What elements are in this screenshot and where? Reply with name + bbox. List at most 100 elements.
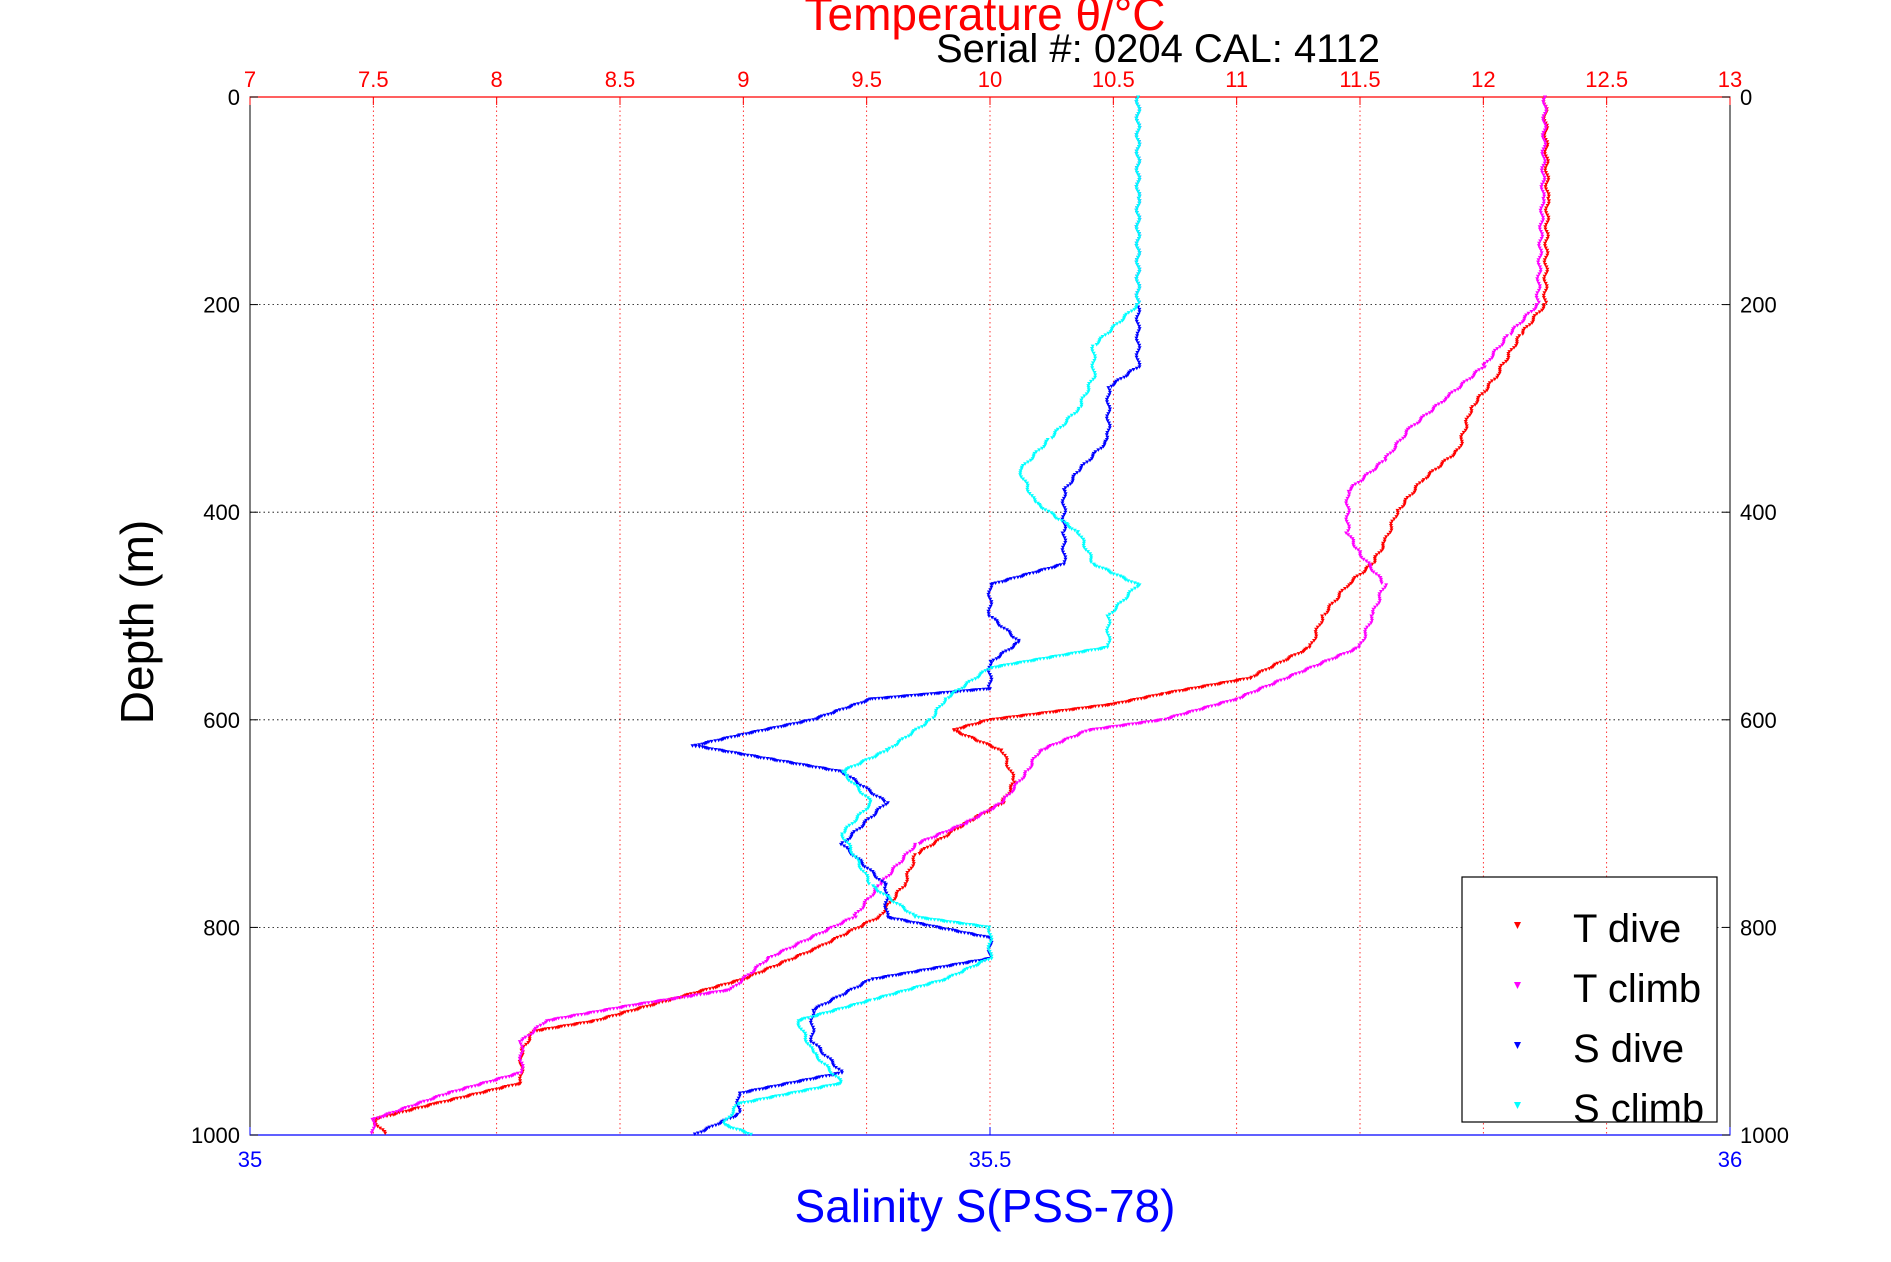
t-climb-point bbox=[1344, 519, 1349, 524]
t-climb-point bbox=[862, 902, 867, 907]
t-climb-point bbox=[1543, 112, 1547, 116]
s-dive-point bbox=[778, 759, 782, 763]
s-climb-point bbox=[731, 1108, 736, 1112]
s-dive-point bbox=[1099, 446, 1104, 451]
s-climb-point bbox=[1137, 192, 1142, 196]
t-climb-point bbox=[1370, 610, 1375, 614]
s-climb-point bbox=[1089, 554, 1094, 558]
t-climb-point bbox=[1072, 735, 1077, 739]
t-dive-point bbox=[1254, 673, 1259, 678]
t-climb-point bbox=[1539, 187, 1544, 191]
s-dive-point bbox=[860, 825, 865, 829]
s-climb-point bbox=[1061, 653, 1066, 658]
t-climb-point bbox=[743, 974, 748, 979]
s-climb-point bbox=[840, 1006, 845, 1011]
temperature-tick-label: 10.5 bbox=[1092, 67, 1135, 92]
t-dive-point bbox=[1473, 403, 1478, 407]
t-climb-point bbox=[1348, 488, 1353, 492]
t-dive-point bbox=[842, 933, 847, 938]
s-climb-point bbox=[1010, 662, 1014, 667]
t-climb-point bbox=[1344, 503, 1349, 508]
t-climb-point bbox=[1401, 436, 1406, 441]
s-climb-point bbox=[890, 745, 895, 749]
s-dive-point bbox=[1135, 358, 1140, 362]
t-dive-point bbox=[1004, 765, 1009, 769]
t-climb-point bbox=[1276, 679, 1280, 683]
t-dive-point bbox=[562, 1024, 567, 1028]
t-climb-point bbox=[520, 1066, 525, 1070]
t-climb-point bbox=[579, 1013, 584, 1017]
s-climb-point bbox=[1049, 511, 1054, 515]
s-climb-point bbox=[913, 915, 917, 919]
s-dive-point bbox=[1136, 322, 1140, 326]
s-climb-point bbox=[1077, 650, 1082, 655]
s-climb-point bbox=[1019, 467, 1024, 471]
s-climb-point bbox=[1025, 481, 1030, 486]
t-climb-point bbox=[905, 851, 910, 855]
s-climb-point bbox=[960, 970, 964, 975]
t-dive-point bbox=[1546, 218, 1551, 222]
t-climb-point bbox=[1040, 748, 1045, 752]
t-climb-point bbox=[861, 906, 866, 910]
t-dive-point bbox=[816, 945, 821, 950]
s-dive-point bbox=[760, 729, 765, 733]
t-climb-point bbox=[982, 810, 987, 815]
s-climb-point bbox=[849, 780, 854, 785]
t-climb-point bbox=[1500, 343, 1505, 347]
t-climb-point bbox=[631, 1003, 636, 1008]
t-climb-point bbox=[1287, 675, 1292, 680]
depth-tick-label-right: 400 bbox=[1740, 500, 1777, 525]
t-climb-point bbox=[1346, 533, 1351, 537]
t-dive-point bbox=[458, 1096, 463, 1100]
t-climb-point bbox=[734, 983, 739, 988]
t-climb-point bbox=[1542, 145, 1547, 149]
s-climb-point bbox=[1135, 230, 1140, 234]
t-climb-point bbox=[1134, 722, 1139, 726]
s-dive-point bbox=[1107, 423, 1112, 428]
t-climb-point bbox=[1537, 227, 1542, 232]
t-climb-point bbox=[1358, 552, 1362, 556]
s-climb-point bbox=[1118, 600, 1123, 605]
s-climb-point bbox=[1018, 473, 1023, 477]
legend-label-t-dive: T dive bbox=[1573, 907, 1681, 951]
temperature-tick-label: 12.5 bbox=[1585, 67, 1628, 92]
s-climb-point bbox=[907, 911, 912, 915]
t-climb-point bbox=[1542, 121, 1547, 125]
t-dive-point bbox=[917, 852, 922, 856]
s-dive-point bbox=[841, 993, 846, 997]
t-climb-point bbox=[1354, 646, 1359, 651]
s-climb-point bbox=[989, 952, 993, 956]
s-climb-point bbox=[1067, 526, 1072, 530]
s-climb-point bbox=[1107, 636, 1112, 640]
s-climb-point bbox=[1083, 548, 1088, 552]
t-climb-point bbox=[1359, 479, 1364, 484]
t-climb-point bbox=[1456, 387, 1461, 392]
t-climb-point bbox=[476, 1083, 481, 1088]
s-climb-point bbox=[796, 1023, 801, 1027]
s-climb-point bbox=[1104, 628, 1109, 633]
t-dive-point bbox=[1486, 383, 1491, 387]
t-climb-point bbox=[1439, 401, 1444, 405]
t-climb-point bbox=[1540, 152, 1545, 156]
t-dive-point bbox=[388, 1113, 393, 1118]
s-climb-point bbox=[1093, 375, 1098, 380]
t-climb-point bbox=[372, 1124, 377, 1129]
t-climb-point bbox=[955, 824, 960, 829]
s-dive-point bbox=[922, 968, 927, 972]
t-climb-point bbox=[749, 971, 754, 976]
s-climb-point bbox=[1086, 388, 1091, 392]
t-dive-point bbox=[1542, 303, 1547, 307]
s-climb-point bbox=[810, 1048, 815, 1052]
t-dive-point bbox=[850, 928, 855, 932]
t-dive-point bbox=[1543, 241, 1547, 246]
t-climb-point bbox=[1300, 670, 1305, 674]
t-climb-point bbox=[1480, 366, 1485, 371]
t-climb-point bbox=[599, 1009, 604, 1014]
s-dive-point bbox=[807, 718, 812, 723]
depth-tick-label-left: 400 bbox=[203, 500, 240, 525]
s-climb-point bbox=[1107, 612, 1112, 617]
s-climb-point bbox=[989, 954, 994, 959]
s-dive-point bbox=[975, 934, 979, 938]
t-dive-point bbox=[905, 877, 910, 882]
t-climb-point bbox=[1409, 424, 1414, 429]
